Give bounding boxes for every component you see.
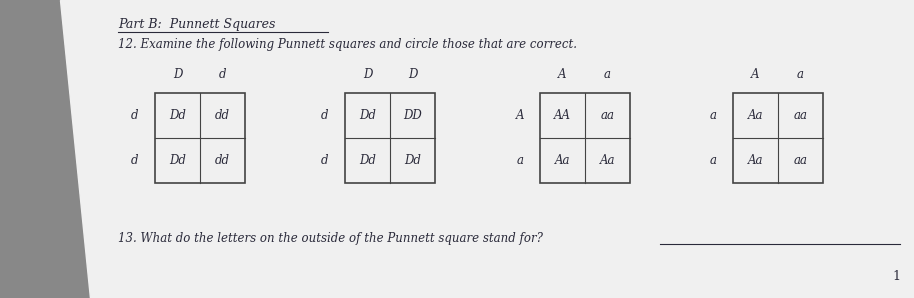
Polygon shape	[60, 0, 914, 298]
Text: aa: aa	[600, 109, 614, 122]
Text: 13. What do the letters on the outside of the Punnett square stand for?: 13. What do the letters on the outside o…	[118, 232, 543, 245]
Text: d: d	[218, 69, 227, 81]
Text: aa: aa	[793, 154, 807, 167]
Text: aa: aa	[793, 109, 807, 122]
Bar	[540, 93, 630, 183]
Text: 1: 1	[892, 270, 900, 283]
Bar	[155, 93, 245, 183]
Text: a: a	[516, 154, 524, 167]
Bar	[733, 93, 823, 183]
Text: Aa: Aa	[555, 154, 570, 167]
Text: Dd: Dd	[359, 109, 376, 122]
Text: Dd: Dd	[404, 154, 421, 167]
Bar	[345, 93, 435, 183]
Text: Aa: Aa	[748, 109, 763, 122]
Text: Dd: Dd	[359, 154, 376, 167]
Text: D: D	[408, 69, 417, 81]
Text: 12. Examine the following Punnett squares and circle those that are correct.: 12. Examine the following Punnett square…	[118, 38, 577, 51]
Text: d: d	[132, 109, 139, 122]
Text: Dd: Dd	[169, 154, 186, 167]
Text: d: d	[321, 154, 329, 167]
Text: dd: dd	[215, 109, 230, 122]
Text: Part B:  Punnett Squares: Part B: Punnett Squares	[118, 18, 275, 31]
Text: a: a	[709, 154, 717, 167]
Text: A: A	[558, 69, 567, 81]
Text: AA: AA	[554, 109, 571, 122]
Text: Aa: Aa	[748, 154, 763, 167]
Text: a: a	[604, 69, 611, 81]
Text: a: a	[709, 109, 717, 122]
Text: dd: dd	[215, 154, 230, 167]
Text: D: D	[173, 69, 182, 81]
Text: d: d	[321, 109, 329, 122]
Text: DD: DD	[403, 109, 422, 122]
Text: A: A	[751, 69, 760, 81]
Text: Dd: Dd	[169, 109, 186, 122]
Text: Aa: Aa	[600, 154, 615, 167]
Text: d: d	[132, 154, 139, 167]
Text: a: a	[797, 69, 804, 81]
Text: D: D	[363, 69, 372, 81]
Polygon shape	[0, 0, 90, 298]
Text: A: A	[515, 109, 525, 122]
